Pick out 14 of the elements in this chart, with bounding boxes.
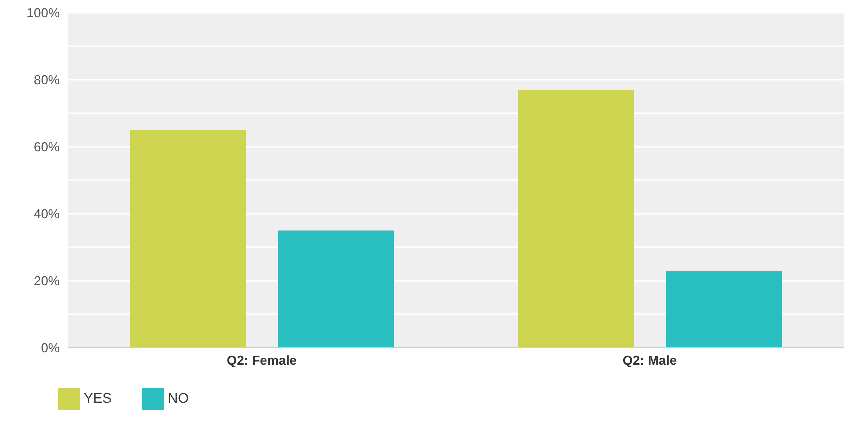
y-tick-label: 40% [34,206,60,222]
legend-label: NO [168,390,190,406]
y-tick-label: 80% [34,72,60,88]
bar [130,130,246,348]
y-tick-label: 20% [34,274,60,289]
bar [666,270,782,348]
y-tick-label: 100% [26,6,60,21]
y-tick-label: 0% [41,340,60,356]
x-tick-label: Q2: Male [622,353,678,368]
x-tick-label: Q2: Female [226,353,298,368]
legend-label: YES [84,390,112,406]
y-tick-label: 60% [34,140,60,155]
bar [278,230,394,348]
bar [518,90,634,348]
